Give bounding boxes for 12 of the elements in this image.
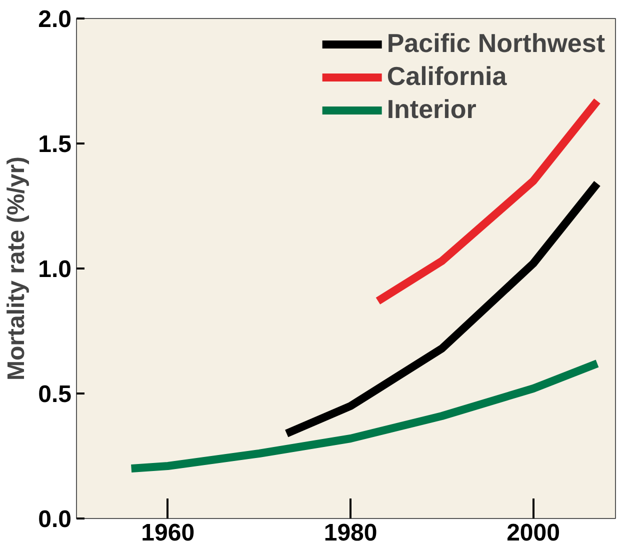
legend-label: Pacific Northwest xyxy=(386,28,605,59)
y-tick-label: 0.0 xyxy=(38,506,72,533)
x-tick-label: 1960 xyxy=(141,520,195,543)
x-tick-label: 2000 xyxy=(506,520,560,543)
y-tick-label: 1.0 xyxy=(38,256,72,283)
y-axis-title: Mortality rate (%/yr) xyxy=(3,156,30,381)
y-tick-label: 2.0 xyxy=(38,6,72,33)
x-tick-label: 1980 xyxy=(324,520,378,543)
legend-label: Interior xyxy=(386,94,476,125)
y-tick-label: 1.5 xyxy=(38,131,72,158)
legend-label: California xyxy=(386,61,507,92)
y-tick-label: 0.5 xyxy=(38,381,72,408)
